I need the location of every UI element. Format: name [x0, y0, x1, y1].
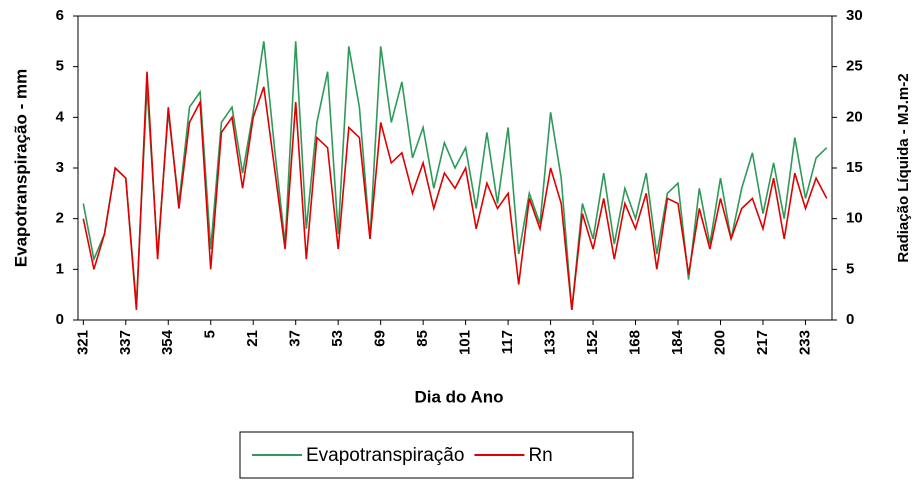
series-line: [82, 41, 828, 310]
x-tick-label: 217: [754, 330, 771, 355]
x-tick-label: 337: [117, 330, 134, 355]
y-tick-label: 1: [56, 260, 64, 277]
x-tick-label: 321: [74, 330, 91, 355]
x-tick-label: 152: [584, 330, 601, 355]
y2-tick-label: 30: [846, 7, 863, 24]
x-axis-title: Dia do Ano: [414, 387, 503, 406]
legend-label: Rn: [528, 445, 552, 466]
y2-tick-label: 5: [846, 260, 854, 277]
y2-tick-label: 0: [846, 311, 854, 328]
series-line: [82, 71, 828, 310]
y-tick-label: 0: [56, 311, 64, 328]
y2-tick-label: 10: [846, 210, 863, 227]
y-tick-label: 5: [56, 58, 64, 75]
y-tick-label: 4: [56, 108, 65, 125]
x-tick-label: 133: [542, 330, 559, 355]
x-tick-label: 5: [202, 330, 219, 338]
x-tick-label: 21: [244, 330, 261, 347]
x-tick-label: 69: [372, 330, 389, 347]
x-tick-label: 37: [287, 330, 304, 347]
y-tick-label: 6: [56, 7, 64, 24]
x-tick-label: 354: [159, 329, 176, 355]
y2-tick-label: 15: [846, 159, 863, 176]
y-tick-label: 3: [56, 159, 64, 176]
x-tick-label: 85: [414, 330, 431, 347]
x-tick-label: 200: [711, 330, 728, 355]
x-tick-label: 168: [627, 330, 644, 355]
x-tick-label: 233: [796, 330, 813, 355]
legend-box: [239, 431, 634, 479]
x-tick-label: 117: [499, 330, 516, 354]
y2-tick-label: 20: [846, 108, 863, 125]
x-tick-label: 53: [329, 330, 346, 347]
x-tick-label: 184: [669, 329, 686, 355]
y-tick-label: 2: [56, 210, 64, 227]
legend-label: Evapotranspiração: [306, 445, 464, 466]
y2-axis-title: Radiação Líquida - MJ.m-2: [895, 73, 912, 262]
y-axis-title: Evapotranspiração - mm: [11, 69, 30, 267]
x-tick-label: 101: [457, 330, 474, 355]
y2-tick-label: 25: [846, 58, 863, 75]
